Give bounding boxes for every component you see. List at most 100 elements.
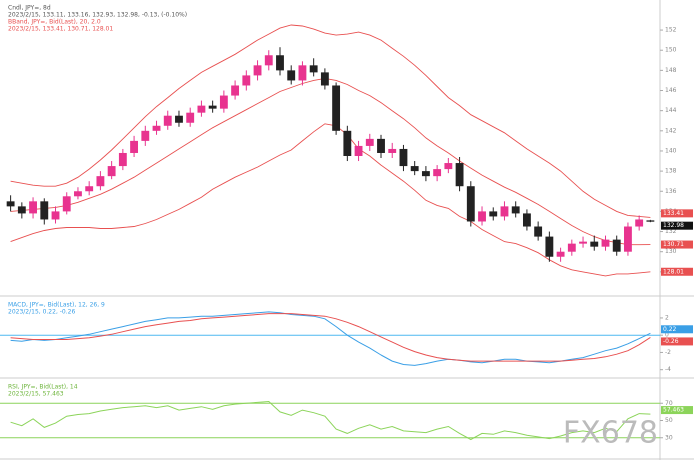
candle-body (276, 55, 284, 71)
candle-body (466, 186, 475, 222)
candle-body (253, 65, 262, 76)
candle-body (40, 201, 49, 220)
y-tick-label: 30 (665, 434, 673, 441)
price-tag: 57.463 (663, 407, 684, 414)
candle-body (556, 251, 565, 257)
legend-title: Cndl, JPY=, 8d (8, 5, 51, 12)
price-tag: -0.26 (663, 338, 679, 345)
candle-body (242, 75, 251, 86)
candle-body (455, 163, 464, 187)
candle-body (186, 112, 195, 123)
candle-body (264, 55, 273, 66)
candle-body (175, 115, 183, 123)
legend-info: 2023/2/15, 133.11, 133.16, 132.93, 132.9… (8, 12, 187, 19)
band-upper (10, 24, 651, 218)
candle-body (85, 186, 94, 192)
y-tick-label: 148 (665, 67, 677, 74)
candle-body (96, 176, 105, 187)
candle-body (219, 95, 228, 109)
y-tick-label: -4 (665, 366, 671, 373)
candle-body (197, 105, 206, 113)
price-tag-bg (661, 221, 693, 230)
y-tick-label: 70 (665, 400, 673, 407)
candle-body (612, 239, 621, 252)
candle-body (522, 213, 531, 227)
candle-body (152, 125, 161, 131)
candle-body (511, 206, 520, 214)
y-tick-label: 150 (665, 47, 677, 54)
candle-body (500, 206, 509, 217)
legend-title: RSI, JPY=, Bid(Last), 14 (8, 384, 78, 391)
candle-body (545, 236, 554, 257)
candle-body (118, 152, 127, 167)
candle-body (567, 243, 576, 252)
candle-body (130, 140, 139, 153)
y-tick-label: 50 (665, 417, 673, 424)
candle-body (534, 226, 543, 237)
candle-body (17, 206, 26, 214)
candle-body (579, 241, 587, 244)
candle-body (51, 211, 60, 220)
candle-body (489, 211, 498, 217)
candle-body (478, 211, 486, 222)
legend-info: 2023/2/15, 57.463 (8, 391, 64, 398)
y-tick-label: 130 (665, 248, 677, 255)
candle-body (141, 130, 150, 141)
band-mid (10, 77, 651, 246)
candle-body (74, 191, 82, 197)
series-line (10, 313, 651, 362)
legend-title: MACD, JPY=, Bid(Last), 12, 26, 9 (8, 302, 105, 309)
y-tick-label: 144 (665, 107, 677, 114)
series-line (10, 311, 651, 366)
candle-body (377, 138, 385, 153)
candle-body (208, 105, 217, 109)
candle-body (444, 163, 453, 170)
price-tag-bg (661, 325, 693, 334)
candle-body (601, 239, 610, 247)
legend-band: BBand, JPY=, Bid(Last), 20, 2.0 (8, 19, 101, 26)
candle-body (433, 169, 442, 177)
series-line (10, 400, 651, 441)
candle-body (309, 65, 318, 73)
candle-body (107, 166, 116, 177)
candle-body (332, 85, 341, 131)
y-tick-label: 132 (665, 228, 677, 235)
candle-body (410, 166, 419, 172)
legend-info: 2023/2/15, 0.22, -0.26 (8, 309, 75, 316)
candle-body (29, 201, 37, 214)
candle-body (590, 241, 599, 247)
price-tag-bg (661, 337, 693, 346)
candle-body (388, 148, 397, 153)
candle-body (6, 201, 15, 207)
y-tick-label: 138 (665, 168, 677, 175)
y-tick-label: -2 (665, 349, 671, 356)
candle-body (399, 148, 408, 167)
candle-body (365, 138, 374, 146)
band-lower (10, 123, 651, 277)
y-tick-label: 2 (665, 314, 669, 321)
candle-body (298, 65, 307, 81)
y-tick-label: 140 (665, 147, 677, 154)
price-tag: 133.41 (663, 210, 684, 217)
y-tick-label: 146 (665, 87, 677, 94)
price-tag: 0.22 (663, 326, 677, 333)
candle-body (646, 220, 655, 222)
watermark: FX678 (563, 416, 658, 451)
price-tag-bg (661, 209, 693, 218)
price-tag-bg (661, 406, 693, 415)
candle-body (163, 115, 172, 126)
legend-band-info: 2023/2/15, 133.41, 130.71, 128.01 (8, 26, 113, 33)
candle-body (62, 196, 71, 212)
price-tag-bg (661, 240, 693, 249)
y-tick-label: 0 (665, 332, 669, 339)
price-tag: 130.71 (663, 241, 684, 248)
price-tag-bg (661, 267, 693, 276)
candle-body (320, 72, 329, 86)
candle-body (624, 226, 632, 252)
candle-body (421, 171, 430, 177)
price-tag: 128.01 (663, 268, 684, 275)
y-tick-label: 136 (665, 188, 677, 195)
y-tick-label: 142 (665, 127, 677, 134)
